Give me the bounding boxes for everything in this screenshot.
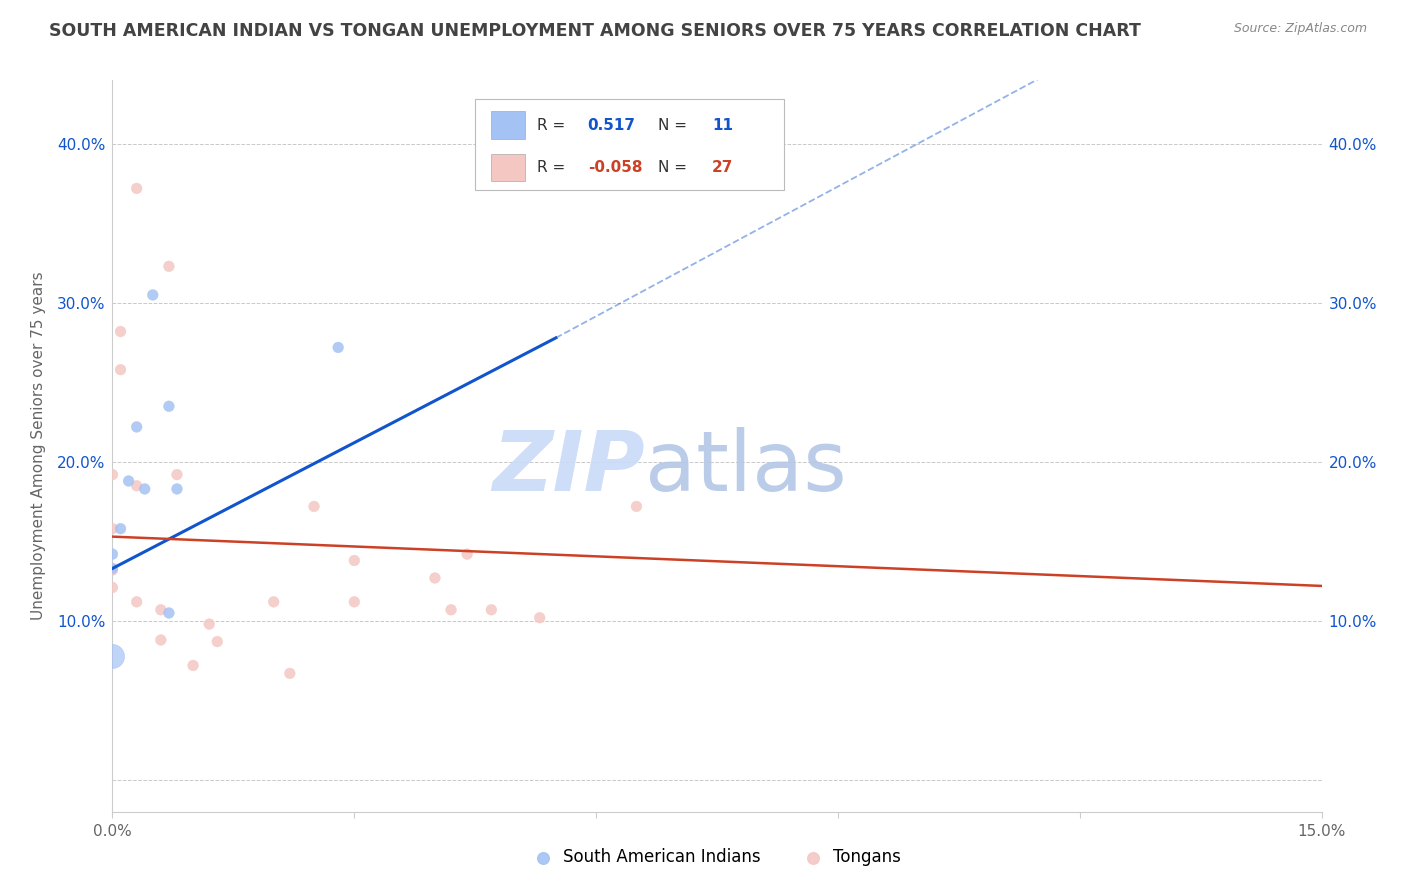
Point <box>207 634 229 648</box>
Point <box>125 595 148 609</box>
Text: N =: N = <box>658 160 692 175</box>
Text: 0.517: 0.517 <box>588 118 636 133</box>
Text: R =: R = <box>537 118 569 133</box>
Text: 27: 27 <box>713 160 734 175</box>
Point <box>142 288 165 302</box>
Point <box>456 547 478 561</box>
Legend: South American Indians, Tongans: South American Indians, Tongans <box>527 841 907 873</box>
Point <box>166 482 188 496</box>
Point <box>149 603 172 617</box>
Point <box>626 500 648 514</box>
Point <box>125 420 148 434</box>
FancyBboxPatch shape <box>491 153 524 181</box>
Point <box>101 561 124 575</box>
Text: ZIP: ZIP <box>492 427 644 508</box>
Point <box>263 595 285 609</box>
Text: N =: N = <box>658 118 692 133</box>
Point <box>440 603 463 617</box>
FancyBboxPatch shape <box>491 112 524 139</box>
FancyBboxPatch shape <box>475 99 783 190</box>
Point <box>101 467 124 482</box>
Point <box>101 648 124 663</box>
Point <box>302 500 325 514</box>
Point <box>198 617 221 632</box>
Point <box>149 632 172 647</box>
Point <box>101 581 124 595</box>
Point <box>166 467 188 482</box>
Point <box>423 571 446 585</box>
Point <box>125 479 148 493</box>
Point <box>343 595 366 609</box>
Point <box>278 666 301 681</box>
Point <box>110 522 132 536</box>
Text: R =: R = <box>537 160 569 175</box>
Point <box>157 399 180 413</box>
Point <box>328 340 350 354</box>
Point <box>101 563 124 577</box>
Point <box>134 482 156 496</box>
Point <box>157 606 180 620</box>
Point <box>479 603 502 617</box>
Point <box>110 362 132 376</box>
Text: 11: 11 <box>713 118 733 133</box>
Point <box>157 260 180 274</box>
Point <box>181 658 204 673</box>
Point <box>101 522 124 536</box>
Text: -0.058: -0.058 <box>588 160 643 175</box>
Text: Source: ZipAtlas.com: Source: ZipAtlas.com <box>1233 22 1367 36</box>
Point <box>125 181 148 195</box>
Point <box>117 474 139 488</box>
Text: SOUTH AMERICAN INDIAN VS TONGAN UNEMPLOYMENT AMONG SENIORS OVER 75 YEARS CORRELA: SOUTH AMERICAN INDIAN VS TONGAN UNEMPLOY… <box>49 22 1142 40</box>
Point <box>529 611 551 625</box>
Y-axis label: Unemployment Among Seniors over 75 years: Unemployment Among Seniors over 75 years <box>31 272 46 620</box>
Point <box>110 325 132 339</box>
Text: atlas: atlas <box>644 427 846 508</box>
Point <box>101 547 124 561</box>
Point <box>343 553 366 567</box>
